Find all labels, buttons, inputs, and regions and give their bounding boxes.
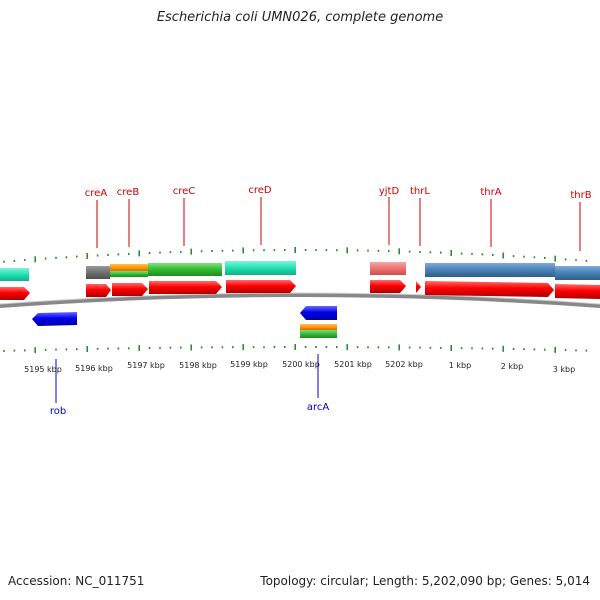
- accession-value: NC_011751: [75, 574, 145, 588]
- scale-label: 1 kbp: [449, 361, 471, 370]
- scale-label: 5200 kbp: [282, 360, 320, 369]
- gene-arrow-creB: [112, 283, 148, 296]
- cog-bar-orange-reverse: [300, 324, 337, 330]
- accession-label: Accession:: [8, 574, 72, 588]
- gene-arrow-creD: [226, 280, 296, 293]
- map-title: Escherichia coli UMN026, complete genome: [156, 10, 444, 25]
- gene-arrow-rob: [32, 312, 77, 326]
- scale-label: 5201 kbp: [334, 360, 372, 369]
- cog-bar-grey: [86, 266, 110, 279]
- gene-arrow-creA: [86, 284, 111, 297]
- forward-label-lines: [96, 197, 581, 251]
- scale-ticks-bottom: [3, 344, 588, 354]
- scale-label: 5197 kbp: [127, 361, 165, 370]
- gene-label-arcA: arcA: [307, 402, 330, 413]
- scale-label: 5199 kbp: [230, 360, 268, 369]
- scale-labels: 5195 kbp 5196 kbp 5197 kbp 5198 kbp 5199…: [24, 360, 575, 374]
- scale-label: 5198 kbp: [179, 361, 217, 370]
- scale-label: 5202 kbp: [385, 360, 423, 369]
- length-value: 5,202,090 bp: [421, 574, 502, 588]
- gene-label-yjtD: yjtD: [379, 186, 400, 197]
- gene-arrow-thrL: [416, 281, 421, 293]
- gene-arrow-arcA: [300, 306, 337, 320]
- genes-label: Genes:: [509, 574, 552, 588]
- topology-label: Topology:: [260, 574, 317, 588]
- cog-bar-green-small: [110, 271, 148, 277]
- cog-bar-green-reverse: [300, 330, 337, 338]
- accession-text: Accession: NC_011751: [8, 574, 144, 588]
- scale-label: 2 kbp: [501, 362, 523, 371]
- scale-label: 3 kbp: [553, 365, 575, 374]
- genome-summary: Topology: circular; Length: 5,202,090 bp…: [260, 574, 590, 588]
- gene-label-thrL: thrL: [410, 186, 430, 197]
- gene-label-creA: creA: [85, 188, 108, 199]
- gene-arrow-forward-1: [0, 287, 30, 300]
- gene-label-creD: creD: [248, 185, 272, 196]
- gene-arrow-thrA: [425, 281, 554, 297]
- cog-bar-teal: [225, 261, 296, 275]
- reverse-label-lines: [55, 354, 319, 403]
- topology-value: circular: [320, 574, 365, 588]
- gene-label-creC: creC: [173, 186, 196, 197]
- gene-arrow-yjtD: [370, 280, 406, 293]
- cog-bar-salmon: [370, 262, 406, 275]
- gene-label-thrB: thrB: [570, 190, 591, 201]
- gene-label-rob: rob: [50, 406, 66, 417]
- genome-backbone: [0, 293, 600, 308]
- genes-value: 5,014: [555, 574, 590, 588]
- scale-label: 5195 kbp: [24, 365, 62, 374]
- scale-label: 5196 kbp: [75, 364, 113, 373]
- cog-bar-steel-2: [555, 266, 600, 280]
- scale-ticks-top: [3, 247, 588, 263]
- gene-label-creB: creB: [117, 187, 140, 198]
- cog-bar-cyan: [0, 268, 29, 281]
- length-label: Length:: [372, 574, 419, 588]
- gene-arrow-creC: [149, 281, 222, 294]
- gene-label-thrA: thrA: [480, 187, 501, 198]
- cog-bar-green: [148, 263, 222, 276]
- gene-arrow-thrB: [555, 284, 600, 299]
- cog-bar-steel: [425, 263, 555, 277]
- cog-bar-orange: [110, 264, 148, 271]
